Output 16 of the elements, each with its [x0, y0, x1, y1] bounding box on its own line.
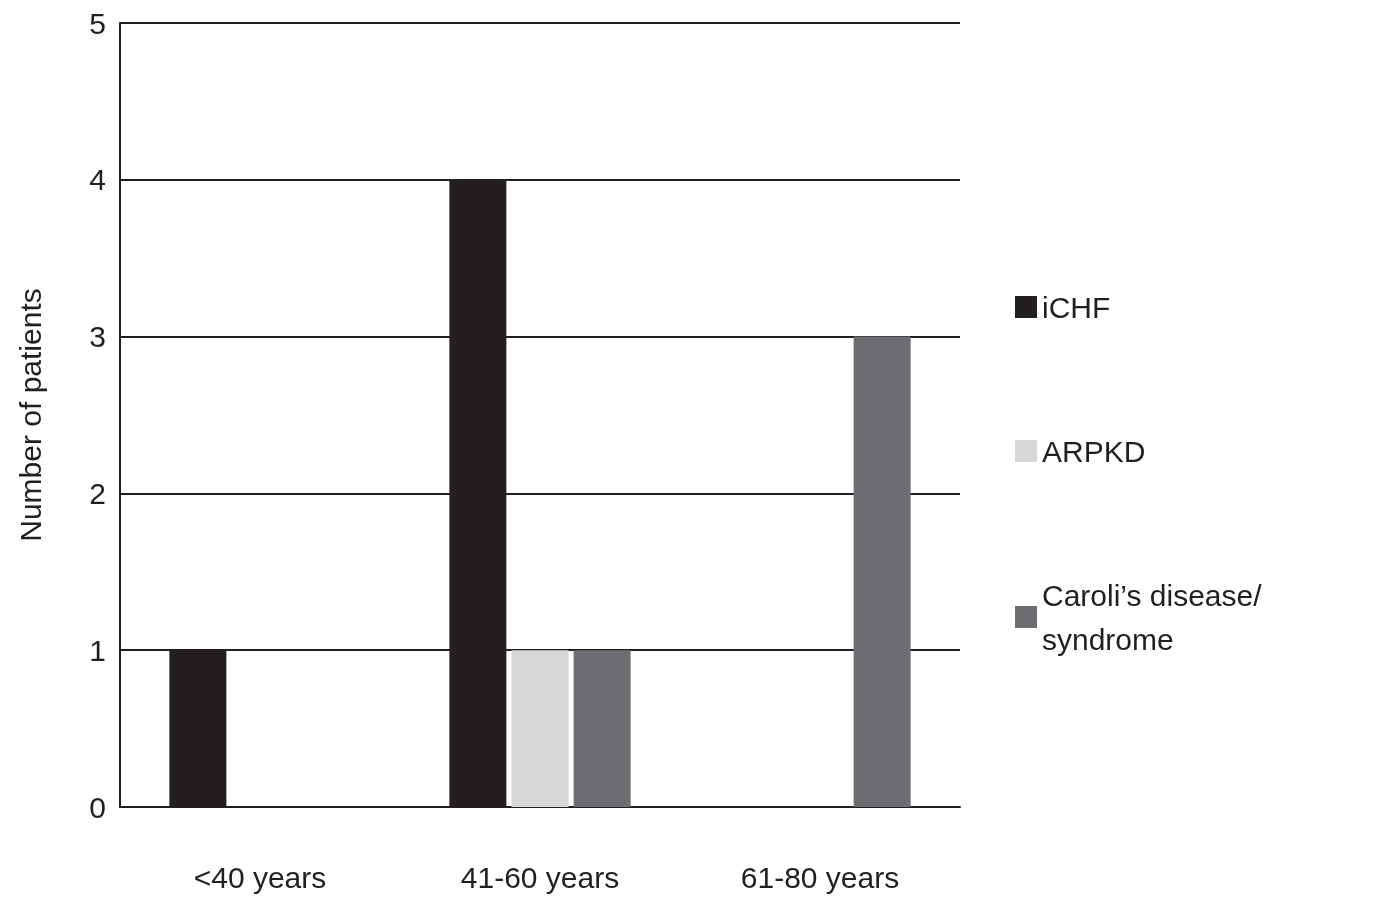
- y-tick-label: 3: [89, 320, 106, 354]
- bar: [853, 336, 911, 807]
- x-tick-label: 41-60 years: [460, 860, 620, 894]
- bar: [573, 650, 631, 807]
- bar: [511, 650, 569, 807]
- y-axis-title: Number of patients: [13, 288, 47, 542]
- x-tick-label: 61-80 years: [740, 860, 900, 894]
- y-tick-label: 2: [89, 476, 106, 510]
- y-tick-label: 4: [89, 163, 106, 197]
- legend-label: ARPKD: [1042, 434, 1146, 468]
- y-tick-label: 1: [89, 633, 106, 667]
- y-tick-label: 0: [89, 790, 106, 824]
- x-tick-label: <40 years: [193, 860, 327, 894]
- legend-label: iCHF: [1042, 290, 1111, 324]
- legend-label: Caroli’s disease/syndrome: [1042, 578, 1263, 656]
- y-tick-label: 5: [89, 6, 106, 40]
